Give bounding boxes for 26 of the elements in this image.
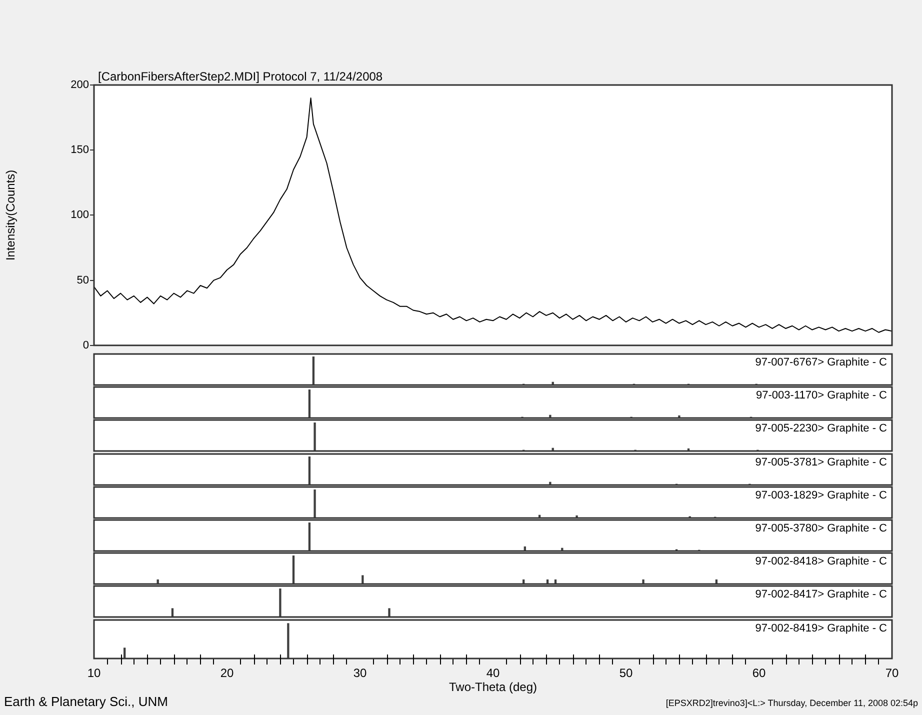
x-tick-label: 30 bbox=[353, 666, 367, 680]
x-tick-label: 20 bbox=[220, 666, 234, 680]
chart-title: 97-003-1829> Graphite - C bbox=[755, 489, 888, 502]
chart-title: 97-003-1170> Graphite - C bbox=[756, 390, 888, 402]
x-tick-label: 10 bbox=[87, 666, 101, 680]
x-tick-label: 40 bbox=[486, 666, 500, 680]
y-tick-label: 200 bbox=[70, 79, 89, 92]
text: Earth & Planetary Sci., UNM bbox=[4, 694, 168, 709]
y-tick-label: 100 bbox=[70, 209, 89, 222]
chart-title: 97-002-8418> Graphite - C bbox=[755, 556, 888, 568]
x-tick-label: 70 bbox=[885, 666, 899, 680]
chart-title: 97-005-3780> Graphite - C bbox=[755, 522, 888, 535]
chart-title: [CarbonFibersAfterStep2.MDI] Protocol 7, 11/24/2008 bbox=[98, 69, 383, 84]
chart-title: 97-002-8417> Graphite - C bbox=[755, 588, 888, 601]
y-tick-label: 150 bbox=[70, 144, 89, 156]
x-tick-label: 60 bbox=[752, 666, 766, 680]
chart-title: 97-005-2230> Graphite - C bbox=[755, 422, 888, 435]
text: [EPSXRD2]trevino3]<L:> Thursday, December 11, 2008 02:54p bbox=[666, 698, 918, 708]
chart-title: 97-005-3781> Graphite - C bbox=[755, 456, 888, 468]
chart-title: 97-002-8419> Graphite - C bbox=[755, 622, 888, 634]
chart-title: 97-007-6767> Graphite - C bbox=[755, 356, 888, 369]
y-axis-title: Intensity(Counts) bbox=[4, 170, 18, 261]
x-axis-title: Two-Theta (deg) bbox=[448, 680, 538, 694]
y-tick-label: 0 bbox=[82, 339, 89, 352]
x-tick-label: 50 bbox=[619, 666, 633, 680]
y-tick-label: 50 bbox=[76, 274, 89, 286]
